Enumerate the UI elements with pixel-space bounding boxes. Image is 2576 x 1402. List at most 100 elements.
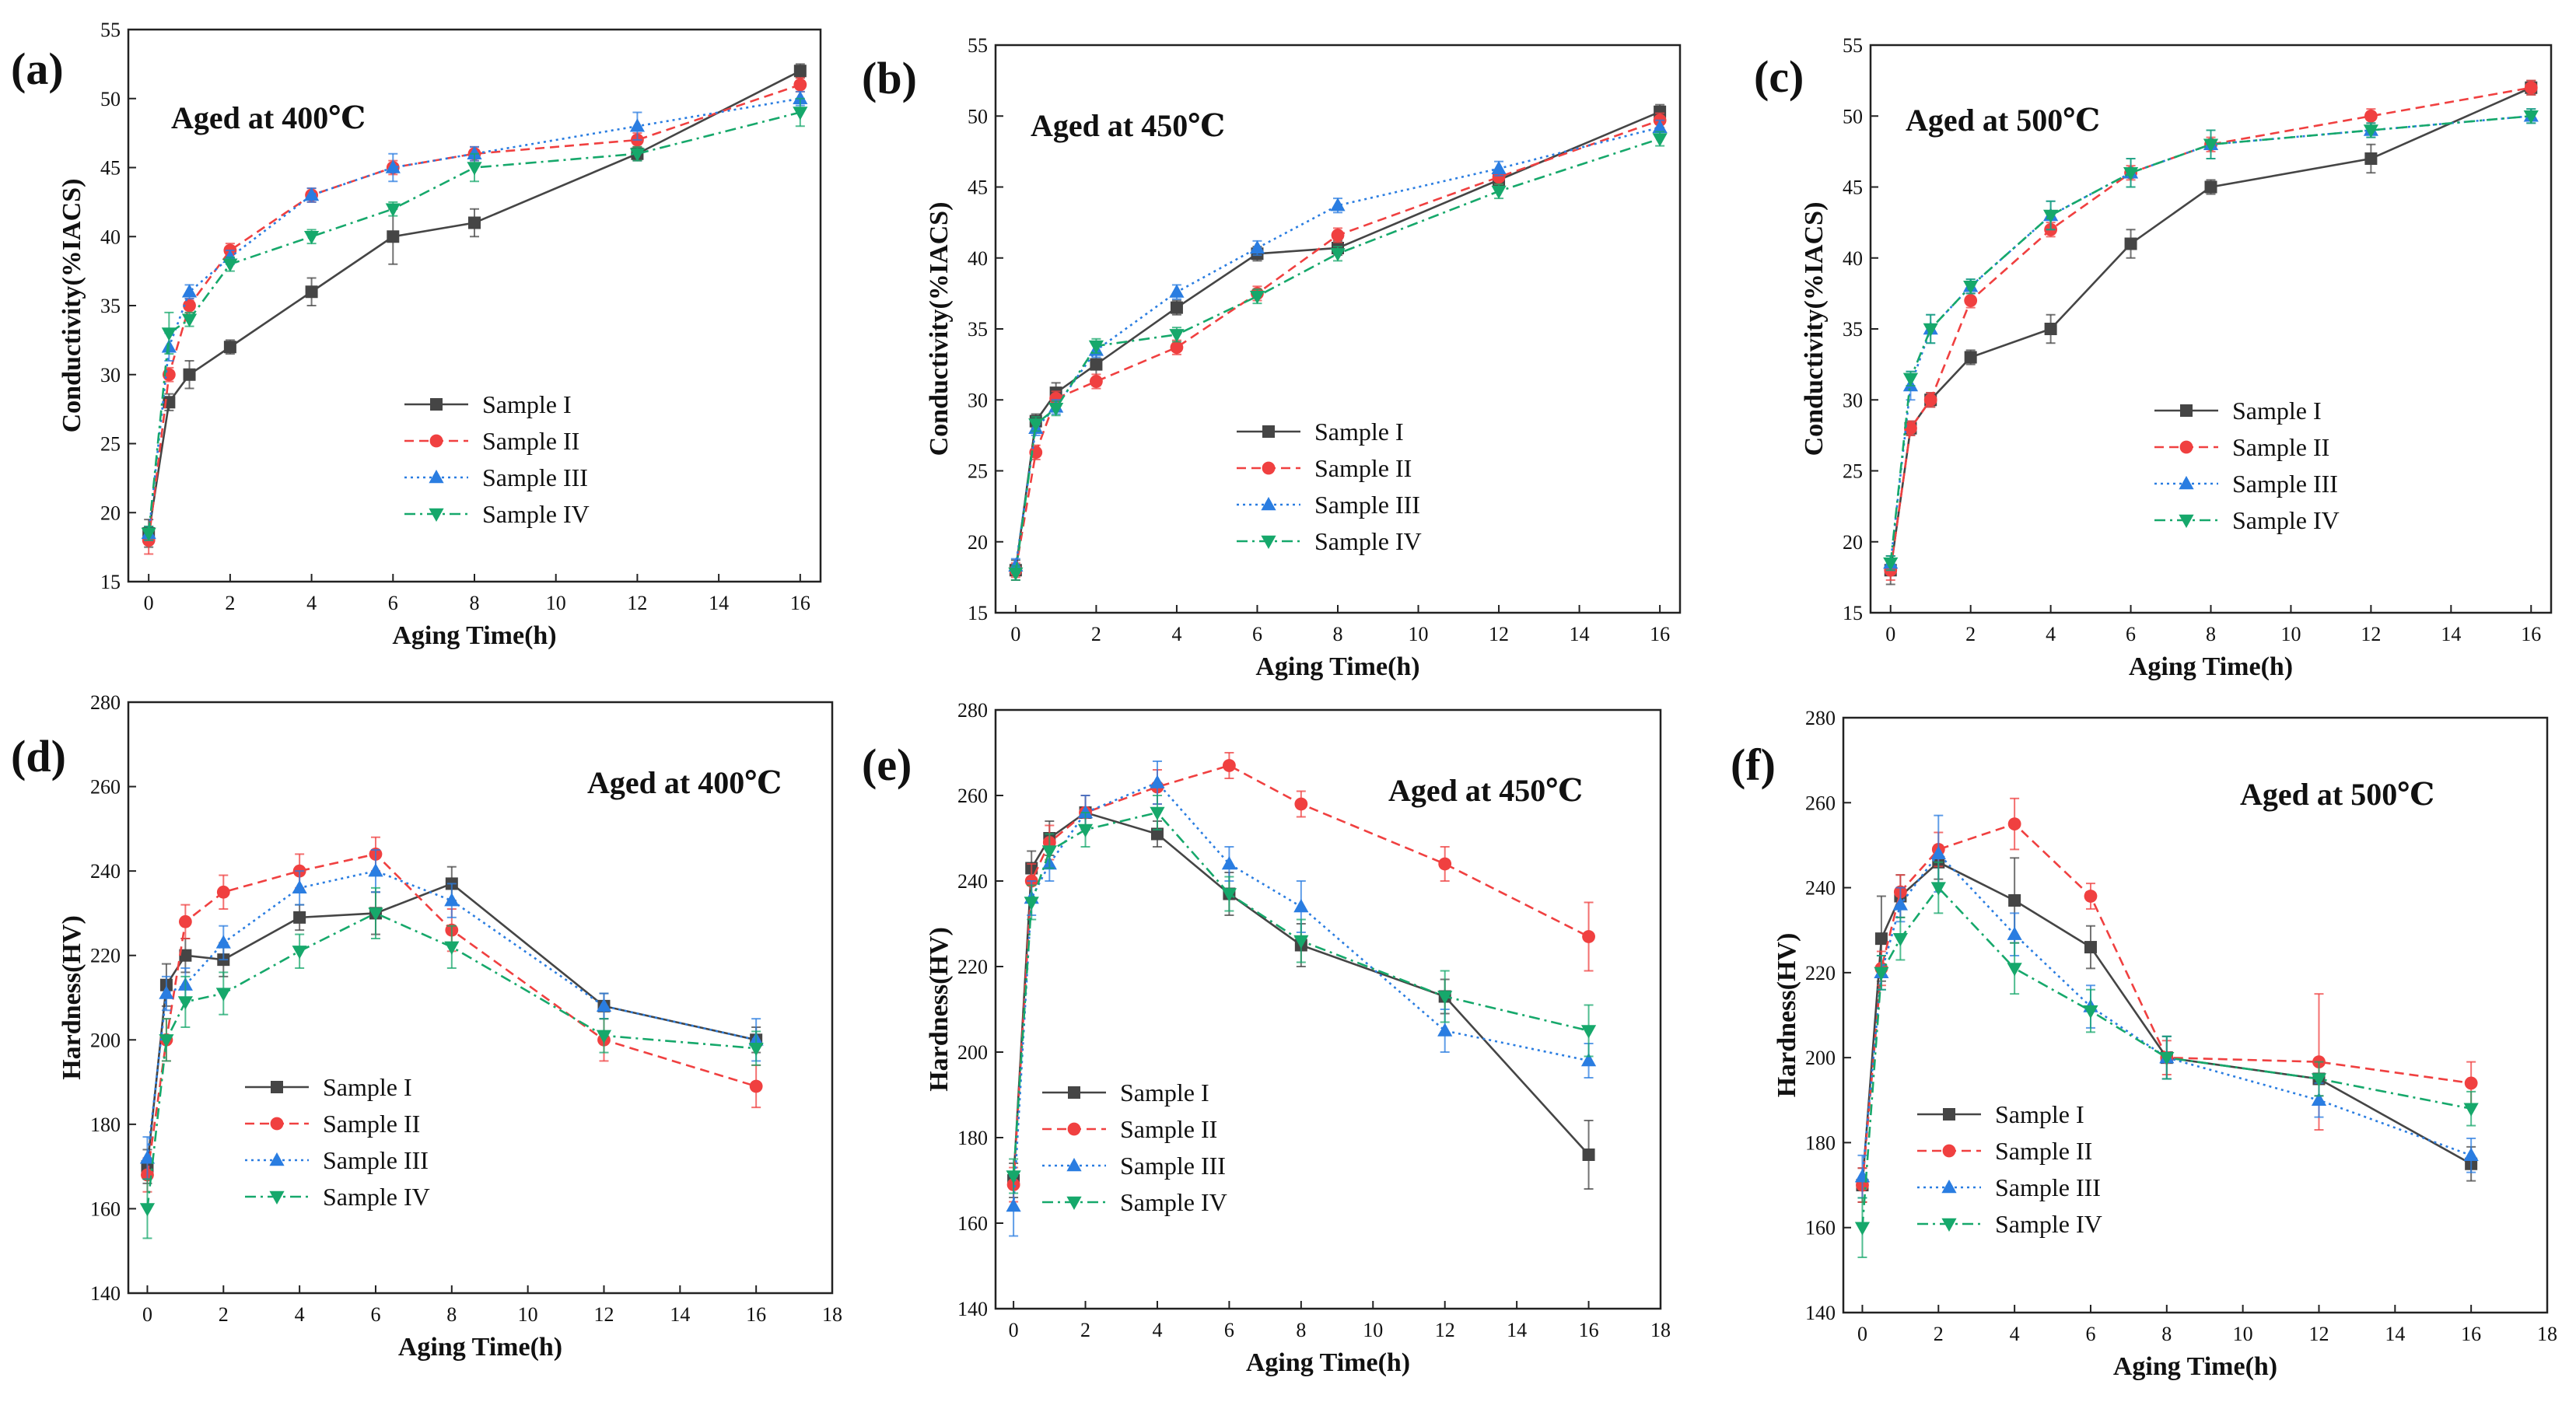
x-tick-label: 10: [1409, 623, 1429, 645]
legend-label: Sample I: [1314, 418, 1404, 446]
y-tick-label: 40: [100, 226, 121, 248]
x-tick-label: 10: [2280, 623, 2301, 645]
legend-marker: [2179, 514, 2194, 528]
legend-marker: [1262, 425, 1275, 438]
panel-b: 0 2 4 6 8 10 12 14 16 15 20 25 30 35 40 45 50 55 Aging Tim…: [862, 34, 1682, 681]
panel-d: 0 2 4 6 8 10 12 14 16 18 140 160 180 200 220 240 260 280 A…: [11, 691, 842, 1362]
y-axis-title: Conductivity(%IACS): [58, 179, 86, 433]
data-point: [1077, 805, 1094, 819]
y-axis-title: Conductivity(%IACS): [1800, 202, 1829, 456]
data-point: [1293, 899, 1309, 913]
data-point: [2524, 81, 2538, 95]
data-point: [1437, 991, 1453, 1005]
data-point: [2043, 209, 2059, 223]
data-point: [444, 941, 460, 955]
y-tick-label: 25: [1843, 460, 1863, 483]
y-tick-label: 50: [100, 88, 121, 110]
x-tick-label: 12: [2308, 1323, 2329, 1345]
legend-marker: [1261, 497, 1276, 511]
legend-marker: [2180, 404, 2193, 417]
y-axis-title: Hardness(HV): [925, 927, 954, 1092]
x-tick-label: 14: [2441, 623, 2461, 645]
temperature-annotation: Aged at 400℃: [171, 100, 366, 135]
y-tick-label: 55: [1843, 34, 1863, 57]
data-point: [2204, 180, 2217, 194]
x-tick-label: 10: [518, 1303, 538, 1326]
y-tick-label: 160: [1805, 1217, 1836, 1239]
data-point: [1923, 393, 1937, 407]
data-point: [2007, 817, 2021, 831]
data-point: [2463, 1103, 2479, 1117]
x-tick-label: 12: [593, 1303, 614, 1326]
data-point: [215, 988, 231, 1002]
x-tick-label: 0: [144, 592, 154, 614]
y-tick-label: 55: [100, 19, 121, 41]
y-tick-label: 45: [100, 157, 121, 180]
data-point: [2007, 926, 2022, 940]
data-point: [141, 527, 156, 541]
x-tick-label: 12: [1489, 623, 1509, 645]
data-point: [2364, 109, 2378, 123]
y-tick-label: 15: [100, 571, 121, 593]
series-1: [1007, 795, 1595, 1198]
x-tick-label: 2: [1965, 623, 1976, 645]
x-tick-label: 6: [2126, 623, 2136, 645]
data-point: [139, 1203, 156, 1217]
x-tick-label: 16: [746, 1303, 766, 1326]
data-point: [1437, 1023, 1453, 1037]
data-point: [1902, 372, 1919, 386]
legend-marker: [1067, 1122, 1081, 1136]
data-point: [793, 78, 807, 92]
x-axis-title: Aging Time(h): [398, 1333, 562, 1362]
y-tick-label: 25: [968, 460, 988, 483]
data-point: [468, 216, 481, 229]
y-tick-label: 280: [90, 691, 121, 714]
data-point: [467, 162, 482, 176]
data-point: [1150, 827, 1164, 841]
series-line: [1012, 764, 1590, 1185]
data-point: [2464, 1076, 2478, 1090]
x-tick-label: 2: [1080, 1319, 1090, 1341]
data-point: [629, 148, 646, 162]
temperature-annotation: Aged at 500℃: [2240, 777, 2434, 812]
x-tick-label: 6: [388, 592, 398, 614]
x-tick-label: 10: [2233, 1323, 2253, 1345]
data-point: [387, 230, 400, 243]
panel-e: 0 2 4 6 8 10 12 14 16 18 140 160 180 200 220 240 260 280 A…: [862, 699, 1671, 1377]
x-tick-label: 12: [1435, 1319, 1455, 1341]
legend-marker: [1262, 461, 1276, 475]
x-tick-label: 10: [546, 592, 566, 614]
legend-marker: [271, 1081, 283, 1093]
series-line: [1889, 86, 2532, 571]
data-point: [1169, 284, 1185, 298]
data-point: [1028, 418, 1044, 432]
legend-marker: [429, 508, 444, 522]
legend-marker: [429, 470, 444, 484]
x-tick-label: 10: [1363, 1319, 1383, 1341]
legend: Sample I Sample II Sample III Sample IV: [1042, 1079, 1227, 1216]
data-point: [793, 107, 808, 121]
x-tick-label: 18: [1650, 1319, 1671, 1341]
y-tick-label: 180: [90, 1114, 121, 1136]
x-axis-title: Aging Time(h): [1255, 652, 1419, 681]
y-axis-title: Hardness(HV): [1773, 933, 1801, 1098]
data-point: [216, 885, 230, 899]
data-point: [1491, 160, 1507, 174]
legend: Sample I Sample II Sample III Sample IV: [2154, 397, 2340, 534]
y-tick-label: 240: [90, 860, 121, 883]
data-point: [1223, 759, 1236, 772]
data-point: [629, 118, 646, 132]
data-point: [1249, 290, 1265, 305]
series-3: [1006, 760, 1597, 1237]
data-point: [2463, 1147, 2479, 1162]
data-point: [1438, 857, 1452, 871]
y-tick-label: 280: [1805, 707, 1836, 729]
y-tick-label: 55: [968, 34, 988, 57]
data-point: [293, 911, 306, 924]
data-point: [1048, 403, 1064, 417]
legend-label: Sample I: [482, 390, 572, 418]
series-3: [1854, 814, 2479, 1199]
x-tick-label: 8: [2161, 1323, 2172, 1345]
legend-label: Sample II: [1314, 454, 1412, 482]
